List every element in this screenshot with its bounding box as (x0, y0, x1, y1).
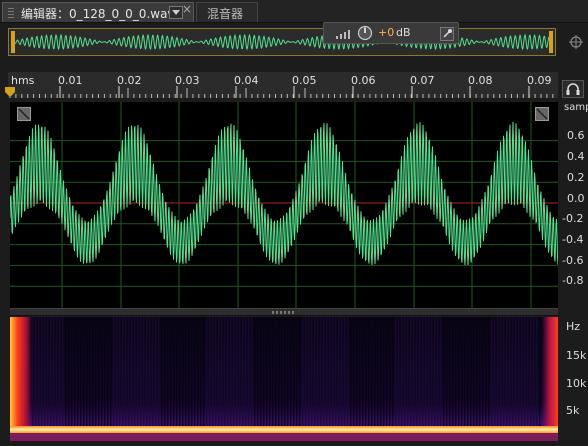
splitter-grip-icon (272, 311, 296, 314)
ruler-tick-label: 0.09 (527, 74, 552, 87)
frequency-tick-label: 10k (566, 377, 587, 390)
ruler-tick-label: 0.02 (117, 74, 142, 87)
waveform-canvas (10, 102, 558, 308)
bottom-strip (0, 441, 588, 446)
amplitude-tick-label: 0.0 (567, 192, 585, 205)
tab-editor-label: 编辑器：0_128_0_0_0.wav (21, 7, 175, 21)
ruler-tick-label: 0.07 (410, 74, 435, 87)
view-splitter[interactable] (10, 308, 558, 316)
monitor-button[interactable] (562, 80, 584, 98)
amplitude-tick-label: 0.6 (567, 129, 585, 142)
spectral-display[interactable] (10, 317, 558, 441)
time-ruler[interactable]: hms 0.01 0.02 0.03 0.04 0.05 0.06 0.07 0.08 0.09 (8, 72, 558, 98)
frequency-units-label: Hz (566, 320, 581, 333)
overview-range-end-handle[interactable] (549, 31, 553, 53)
tab-editor[interactable]: 编辑器：0_128_0_0_0.wav (2, 2, 194, 22)
overview-wave-line (14, 33, 550, 51)
amplitude-tick-label: -0.2 (562, 212, 584, 225)
ruler-tick-label: 0.08 (468, 74, 493, 87)
ruler-tick-marks (9, 86, 554, 98)
ruler-tick-label: 0.05 (292, 74, 317, 87)
amplitude-tick-label: -0.6 (562, 254, 584, 267)
headphones-icon (566, 83, 580, 95)
volume-knob-icon[interactable] (357, 25, 373, 41)
time-format-label: hms (11, 74, 35, 87)
amplitude-tick-label: 0.4 (567, 150, 585, 163)
ruler-tick-label: 0.04 (234, 74, 259, 87)
overview-bar[interactable] (8, 28, 556, 56)
fade-out-handle-icon[interactable] (535, 107, 549, 121)
amplitude-tick-label: -0.4 (562, 233, 584, 246)
pin-icon[interactable] (440, 27, 454, 41)
playhead-marker-icon[interactable] (4, 86, 16, 98)
amplitude-tick-label: 0.2 (567, 171, 585, 184)
tab-close-button[interactable]: × (182, 2, 193, 16)
amplitude-units-label: samp (564, 102, 588, 113)
chevron-down-icon (172, 10, 180, 15)
file-dropdown-button[interactable] (169, 6, 183, 19)
volume-unit: dB (396, 26, 411, 39)
volume-hud: +0 dB (323, 22, 459, 44)
frequency-tick-label: 5k (566, 404, 580, 417)
waveform-display[interactable] (10, 102, 558, 308)
ruler-tick-label: 0.01 (58, 74, 83, 87)
overview-range-start-handle[interactable] (11, 31, 15, 53)
ruler-tick-label: 0.03 (175, 74, 200, 87)
frequency-tick-label: 15k (566, 349, 587, 362)
volume-value[interactable]: +0 (378, 26, 395, 39)
waveform-signal-line (10, 121, 558, 266)
zoom-navigator-icon[interactable] (568, 34, 584, 50)
tab-grip-icon[interactable] (8, 8, 14, 18)
ruler-tick-label: 0.06 (351, 74, 376, 87)
tab-mixer-label: 混音器 (207, 7, 244, 21)
spectrogram-canvas (10, 317, 558, 441)
overview-waveform (14, 33, 550, 51)
fade-in-handle-icon[interactable] (17, 107, 31, 121)
tab-mixer[interactable]: 混音器 (196, 2, 258, 22)
amplitude-tick-label: -0.8 (562, 274, 584, 287)
volume-meter-icon (336, 30, 350, 39)
